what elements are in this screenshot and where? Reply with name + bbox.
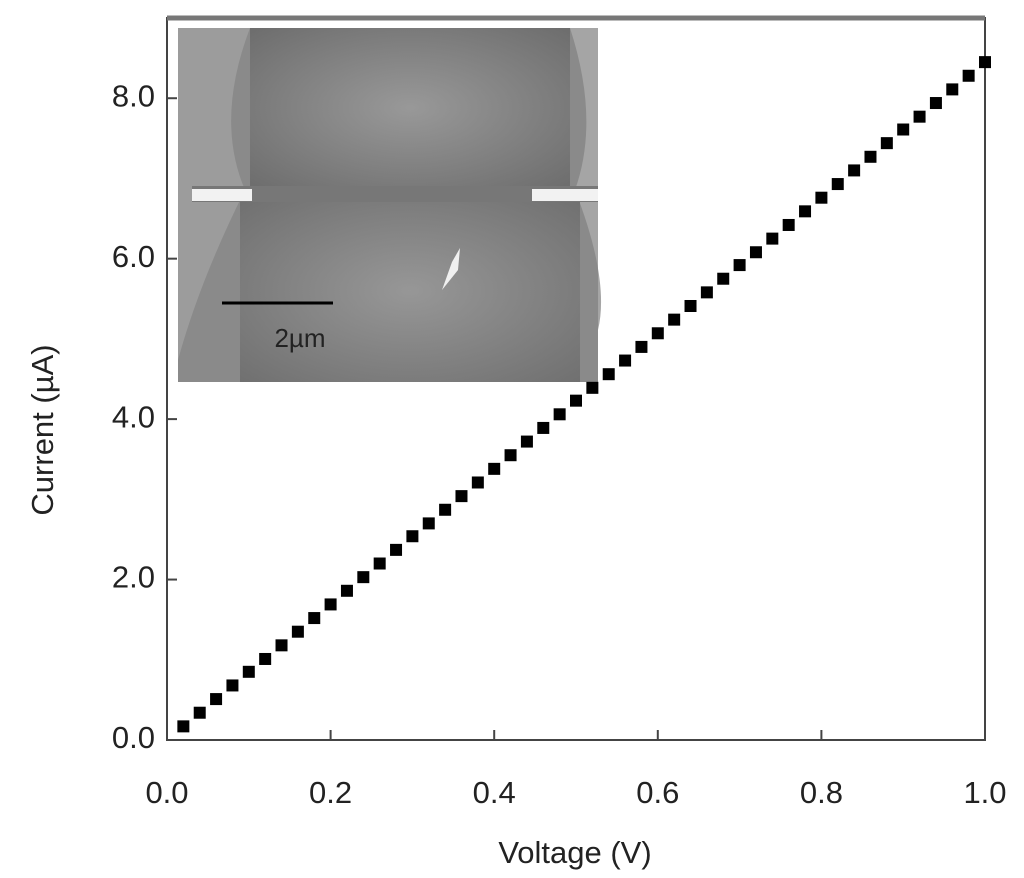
data-point <box>422 517 435 530</box>
data-point <box>782 218 795 231</box>
x-tick-label: 1.0 <box>963 775 1006 810</box>
y-tick-label: 8.0 <box>112 78 155 113</box>
data-point <box>668 313 681 326</box>
data-point <box>537 421 550 434</box>
x-axis-label: Voltage (V) <box>498 835 651 870</box>
data-point <box>226 679 239 692</box>
data-point <box>962 69 975 82</box>
data-point <box>504 449 517 462</box>
data-point <box>864 150 877 163</box>
y-tick-label: 2.0 <box>112 560 155 595</box>
data-point <box>651 327 664 340</box>
data-point <box>749 246 762 259</box>
data-point <box>275 639 288 652</box>
y-tick-label: 0.0 <box>112 720 155 755</box>
data-point <box>733 259 746 272</box>
data-point <box>439 503 452 516</box>
data-point <box>390 543 403 556</box>
data-point <box>308 612 321 625</box>
data-point <box>602 368 615 381</box>
data-point <box>635 340 648 353</box>
data-point <box>831 178 844 191</box>
data-point <box>717 272 730 285</box>
data-point <box>291 625 304 638</box>
data-point <box>848 164 861 177</box>
data-point <box>799 205 812 218</box>
data-point <box>766 232 779 245</box>
data-point <box>570 394 582 407</box>
x-tick-label: 0.0 <box>145 775 188 810</box>
data-point <box>373 557 386 570</box>
data-point <box>471 476 484 489</box>
data-point <box>406 530 419 543</box>
data-point <box>913 110 926 123</box>
inset-scale-label: 2µm <box>274 323 325 353</box>
data-point <box>897 123 910 136</box>
x-tick-label: 0.8 <box>800 775 843 810</box>
data-point <box>259 652 272 665</box>
data-point <box>177 720 190 733</box>
y-tick-label: 6.0 <box>112 239 155 274</box>
data-point <box>946 83 959 96</box>
data-point <box>586 381 599 394</box>
x-tick-label: 0.2 <box>309 775 352 810</box>
data-point <box>193 706 206 719</box>
y-tick-label: 4.0 <box>112 399 155 434</box>
data-point <box>455 490 468 503</box>
x-tick-label: 0.4 <box>473 775 516 810</box>
data-point <box>684 299 697 312</box>
data-point <box>242 665 255 678</box>
data-point <box>700 286 713 299</box>
data-point <box>929 97 942 110</box>
data-point <box>520 435 533 448</box>
data-point <box>357 571 370 584</box>
data-point <box>880 137 893 150</box>
data-point <box>324 598 337 611</box>
x-tick-label: 0.6 <box>636 775 679 810</box>
data-point <box>553 408 566 421</box>
inset-image <box>178 28 602 382</box>
data-point <box>488 462 501 475</box>
data-point <box>815 191 828 204</box>
data-point <box>619 354 632 367</box>
data-point <box>210 693 223 706</box>
y-axis-label: Current (µA) <box>25 344 60 515</box>
data-point <box>979 56 991 69</box>
data-point <box>340 584 353 597</box>
